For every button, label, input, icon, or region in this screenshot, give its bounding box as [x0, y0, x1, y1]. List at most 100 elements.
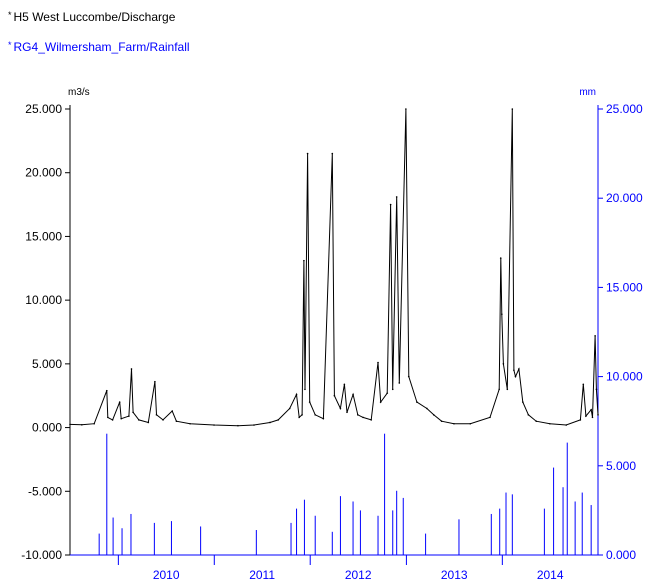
x-tick-label: 2011 [249, 568, 275, 582]
data-point-discharge [377, 361, 379, 364]
data-point-discharge [128, 415, 130, 417]
data-point-discharge [120, 417, 123, 420]
data-point-discharge [440, 420, 443, 423]
data-point-discharge [395, 196, 398, 198]
data-point-discharge [498, 388, 500, 391]
right-axis-unit: mm [579, 87, 596, 98]
legend-marker: * [8, 40, 12, 50]
data-point-discharge [389, 203, 392, 206]
data-point-discharge [432, 414, 435, 416]
data-point-discharge [391, 388, 394, 391]
data-point-discharge [535, 420, 538, 423]
data-point-discharge [585, 415, 587, 417]
data-point-discharge [386, 392, 389, 394]
data-point-discharge [322, 417, 325, 420]
data-point-discharge [154, 380, 156, 383]
data-point-discharge [511, 108, 514, 110]
data-point-discharge [237, 424, 239, 427]
left-tick-label: 10.000 [25, 293, 62, 307]
data-point-discharge [489, 416, 491, 419]
data-point-discharge [130, 368, 133, 370]
data-point-discharge [107, 416, 109, 419]
left-tick-label: -5.000 [28, 484, 62, 498]
data-point-discharge [595, 388, 598, 391]
data-point-discharge [162, 419, 164, 421]
right-tick-label: 10.000 [606, 370, 643, 384]
x-tick-label: 2012 [345, 568, 372, 582]
data-point-discharge [308, 401, 311, 403]
left-tick-label: 5.000 [32, 357, 62, 371]
data-point-discharge [352, 393, 354, 396]
right-tick-label: 5.000 [606, 459, 636, 473]
data-point-discharge [303, 259, 305, 262]
data-point-discharge [518, 368, 520, 370]
data-point-discharge [301, 414, 303, 416]
legend-marker: * [8, 10, 12, 20]
data-point-discharge [253, 424, 255, 426]
data-point-discharge [356, 414, 359, 416]
legend-label-rainfall: RG4_Wilmersham_Farm/Rainfall [13, 40, 190, 54]
data-point-discharge [304, 388, 306, 391]
right-tick-label: 25.000 [606, 102, 643, 116]
data-point-discharge [590, 408, 592, 411]
data-point-discharge [138, 419, 140, 421]
data-point-discharge [175, 420, 178, 423]
x-tick-label: 2010 [153, 568, 180, 582]
data-point-discharge [306, 152, 309, 155]
data-point-discharge [295, 393, 298, 396]
data-point-discharge [93, 422, 95, 425]
data-point-discharge [314, 414, 317, 416]
data-point-discharge [579, 419, 582, 421]
data-point-discharge [339, 407, 342, 410]
x-tick-label: 2014 [537, 568, 564, 582]
legend-item-rainfall: * RG4_Wilmersham_Farm/Rainfall [8, 40, 190, 54]
data-point-discharge [501, 313, 503, 315]
data-point-discharge [499, 257, 502, 259]
data-point-discharge [527, 414, 530, 416]
data-point-discharge [155, 414, 158, 416]
data-point-discharge [453, 422, 455, 425]
right-tick-label: 0.000 [606, 548, 636, 562]
data-point-discharge [132, 411, 134, 414]
left-tick-label: 15.000 [25, 229, 62, 243]
left-tick-label: 20.000 [25, 166, 62, 180]
data-point-discharge [565, 424, 567, 426]
data-point-discharge [269, 421, 271, 424]
data-point-discharge [594, 335, 596, 337]
data-point-discharge [522, 401, 524, 403]
data-point-discharge [582, 383, 585, 386]
data-point-discharge [398, 382, 401, 384]
data-point-discharge [506, 388, 509, 391]
data-point-discharge [426, 407, 428, 410]
data-point-discharge [171, 410, 174, 412]
right-tick-label: 20.000 [606, 191, 643, 205]
legend-item-discharge: * H5 West Luccombe/Discharge [8, 10, 175, 24]
data-point-discharge [81, 423, 83, 426]
data-point-discharge [405, 108, 407, 110]
left-axis-unit: m3/s [68, 87, 90, 98]
data-point-discharge [213, 424, 215, 426]
series-line-discharge [69, 108, 599, 427]
left-tick-label: -10.000 [21, 548, 62, 562]
data-point-discharge [333, 394, 336, 397]
left-tick-label: 0.000 [32, 421, 62, 435]
data-point-discharge [514, 375, 517, 378]
data-point-discharge [379, 401, 382, 403]
data-point-discharge [277, 419, 279, 421]
right-tick-label: 15.000 [606, 280, 643, 294]
data-point-discharge [362, 416, 364, 419]
left-tick-label: 25.000 [25, 102, 62, 116]
data-point-discharge [105, 389, 108, 392]
data-point-discharge [298, 416, 300, 419]
data-point-discharge [189, 422, 191, 425]
data-point-discharge [370, 419, 372, 421]
x-tick-label: 2013 [441, 568, 468, 582]
data-point-discharge [343, 383, 346, 386]
data-point-discharge [513, 369, 515, 372]
data-point-discharge [69, 423, 71, 426]
data-point-discharge [416, 401, 418, 403]
data-point-discharge [469, 422, 472, 425]
data-point-discharge [147, 421, 150, 424]
data-point-discharge [288, 407, 291, 410]
